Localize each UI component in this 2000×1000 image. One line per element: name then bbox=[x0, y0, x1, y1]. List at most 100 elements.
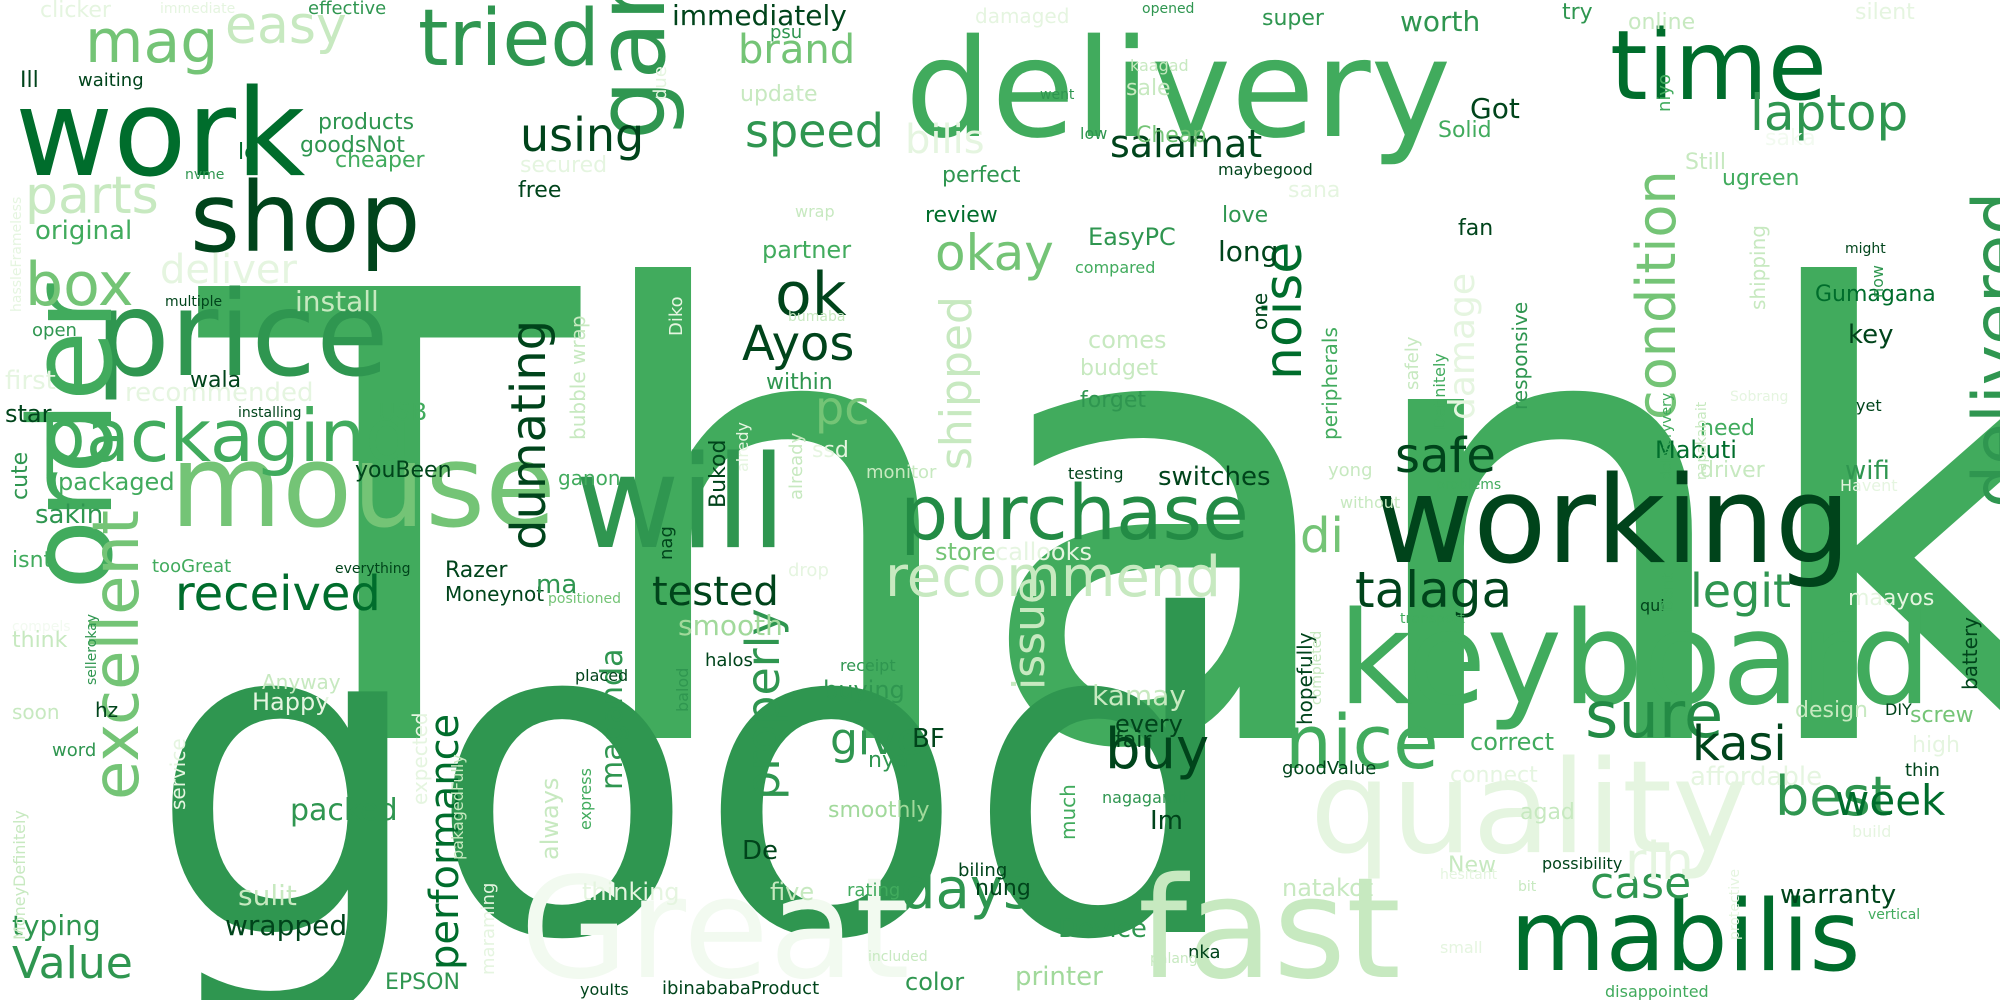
word: positioned bbox=[548, 591, 621, 607]
word: Bukod bbox=[706, 439, 731, 508]
word: nka bbox=[1188, 942, 1221, 963]
word: hesitant bbox=[1440, 867, 1498, 883]
word: Device bbox=[1058, 914, 1147, 944]
word: word bbox=[52, 740, 97, 761]
word: tested bbox=[652, 569, 779, 615]
word: shipped bbox=[931, 296, 982, 470]
word: biling bbox=[958, 860, 1008, 881]
word: New bbox=[1448, 853, 1496, 878]
word: Gumagana bbox=[1815, 282, 1936, 307]
word: le bbox=[238, 140, 258, 165]
word: recommended bbox=[125, 378, 314, 408]
word: talaga bbox=[1355, 561, 1513, 619]
word: isnt bbox=[12, 548, 53, 573]
word: goodsNot bbox=[300, 133, 405, 158]
word: ibinababaProduct bbox=[662, 978, 820, 999]
word: maraming bbox=[478, 882, 499, 975]
word: worth bbox=[1400, 5, 1481, 38]
word: typing bbox=[12, 909, 101, 942]
word: received bbox=[175, 566, 381, 622]
word: give bbox=[830, 714, 924, 765]
word: nvme bbox=[185, 167, 225, 183]
word: fair bbox=[1115, 728, 1152, 753]
word: everything bbox=[335, 561, 411, 577]
word: thinking bbox=[582, 878, 680, 906]
word: possibility bbox=[1542, 854, 1623, 873]
word: low bbox=[1080, 124, 1108, 143]
word: issue bbox=[1004, 576, 1055, 690]
word: store bbox=[935, 538, 996, 566]
word: shop bbox=[190, 162, 421, 274]
word: dumating bbox=[501, 319, 557, 550]
word: case bbox=[1590, 858, 1692, 909]
word: installing bbox=[238, 405, 302, 421]
word: youIts bbox=[580, 980, 629, 999]
word: affordable bbox=[1690, 762, 1823, 792]
word: opened bbox=[1142, 1, 1195, 17]
word: due bbox=[650, 66, 671, 100]
word: first bbox=[5, 366, 56, 396]
word: kasi bbox=[1692, 716, 1787, 772]
word: ok bbox=[775, 260, 847, 330]
word: Sobrang bbox=[1730, 389, 1789, 405]
word: service bbox=[166, 738, 190, 810]
word: disappointed bbox=[1605, 982, 1709, 1000]
word: yet bbox=[1856, 396, 1882, 415]
word: Moneynot bbox=[445, 582, 545, 606]
word: Diko bbox=[666, 296, 687, 336]
word: think bbox=[12, 628, 68, 653]
word: wala bbox=[190, 368, 242, 393]
word: warranty bbox=[1780, 880, 1897, 910]
word: delivery bbox=[905, 11, 1452, 169]
word: BF bbox=[912, 724, 945, 754]
word: small bbox=[1440, 938, 1483, 957]
word: deliveryvery bbox=[1659, 392, 1675, 480]
word: wrap bbox=[795, 202, 835, 221]
word: alredy bbox=[733, 422, 752, 472]
word: screw bbox=[1910, 703, 1974, 728]
word: nung bbox=[975, 876, 1031, 901]
word: forget bbox=[1080, 388, 1146, 413]
word: switches bbox=[1158, 462, 1271, 492]
word: callooks bbox=[995, 538, 1093, 566]
word: EPSON bbox=[385, 970, 460, 995]
word: included bbox=[868, 949, 928, 965]
word: smoothly bbox=[828, 798, 930, 823]
word: price bbox=[95, 265, 389, 403]
word: Great bbox=[520, 848, 910, 1000]
word: EasyPC bbox=[1088, 223, 1176, 251]
word: rating bbox=[847, 880, 901, 901]
word: work bbox=[15, 65, 306, 204]
word: monitor bbox=[866, 462, 937, 483]
word: palang bbox=[1150, 951, 1198, 967]
word: star bbox=[5, 400, 52, 428]
word: ssd bbox=[812, 438, 849, 463]
word: much bbox=[1056, 784, 1080, 840]
word: silent bbox=[1855, 0, 1915, 25]
word: niyo bbox=[1654, 73, 1675, 112]
word: soon bbox=[12, 700, 60, 724]
word: yong bbox=[1328, 460, 1373, 481]
word: Happy bbox=[252, 688, 330, 716]
word: color bbox=[905, 968, 965, 996]
word: try bbox=[1562, 0, 1593, 25]
word: nice bbox=[1285, 700, 1439, 786]
word: printer bbox=[1015, 962, 1103, 992]
word: might bbox=[1845, 241, 1886, 257]
word: best bbox=[1775, 765, 1892, 828]
word: ugreen bbox=[1722, 166, 1800, 191]
word: pc bbox=[815, 381, 870, 435]
word: napakabait bbox=[1694, 401, 1710, 480]
word: okay bbox=[935, 224, 1054, 282]
word: update bbox=[740, 82, 818, 107]
word: parts bbox=[25, 166, 159, 226]
word: purchase bbox=[900, 468, 1249, 557]
word: smooth bbox=[678, 609, 783, 642]
word: need bbox=[1700, 416, 1755, 441]
word: sale bbox=[1126, 76, 1171, 101]
word: brand bbox=[738, 27, 856, 73]
word: will bbox=[575, 429, 787, 578]
word: thin bbox=[1905, 760, 1940, 781]
word: tooGreat bbox=[152, 556, 232, 577]
word: di bbox=[1300, 508, 1344, 564]
